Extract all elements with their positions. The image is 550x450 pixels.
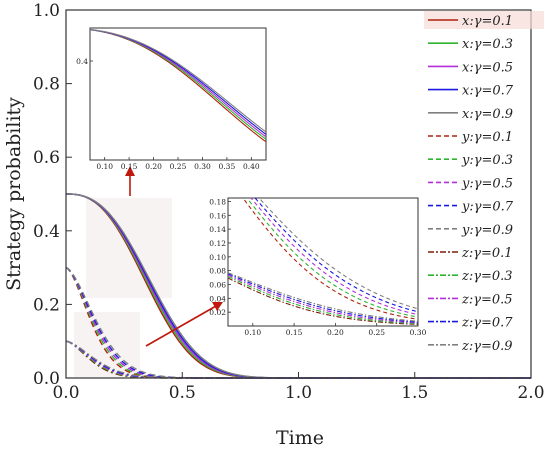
inset-right-series-line-y-7 [250,198,418,316]
inset-right-series-line-z-12 [228,274,418,324]
inset-right-y-tick-label: 0.02 [209,308,226,317]
x-tick-label: 2.0 [517,383,544,403]
inset-right-series-line-y-8 [254,198,418,313]
inset-top-ticks: 0.10 0.15 0.20 0.25 0.30 0.35 0.40 0.4 [76,57,260,171]
legend-label: y:γ=0.5 [461,176,513,191]
legend-label: y:γ=0.1 [461,130,513,145]
x-tick-label: 0.0 [52,383,79,403]
inset-right-series-line-z-11 [228,275,418,325]
legend-label: x:γ=0.7 [462,84,514,99]
inset-right-y-tick-label: 0.16 [209,211,226,220]
inset-right-y-tick-label: 0.04 [209,294,226,303]
y-tick-label: 1.0 [33,1,60,21]
legend: x:γ=0.1 x:γ=0.3 x:γ=0.5 x:γ=0.7 x:γ=0.9 y:γ=0… [424,11,544,354]
inset-top: 0.10 0.15 0.20 0.25 0.30 0.35 0.40 0.4 [76,27,267,171]
inset-right-series-line-y-6 [246,198,418,318]
x-tick-label: 1.0 [285,383,312,403]
y-axis-title: Strategy probability [3,97,25,291]
legend-label: x:γ=0.5 [462,60,513,75]
x-tick-label: 0.5 [169,383,196,403]
inset-right-ticks: 0.10 0.15 0.20 0.25 0.30 0.02 0.04 0.06 0.08 0.10… [209,197,426,337]
inset-top-x-tick-label: 0.25 [170,162,187,171]
inset-right-frame [227,197,419,327]
inset-right-y-tick-label: 0.18 [209,197,226,206]
legend-label: z:γ=0.5 [461,292,513,307]
inset-top-x-tick-label: 0.15 [121,162,138,171]
legend-highlight [424,11,544,29]
inset-right-y-tick-label: 0.12 [209,239,226,248]
legend-label: z:γ=0.1 [461,246,513,261]
inset-top-x-tick-label: 0.35 [219,162,236,171]
inset-right-series-line-y-5 [242,198,418,320]
inset-right-y-tick-label: 0.14 [209,225,226,234]
inset-right-series-line-z-10 [228,277,418,325]
inset-top-x-tick-label: 0.10 [96,162,113,171]
legend-label: x:γ=0.9 [462,107,513,122]
y-tick-label: 0.2 [33,295,60,315]
inset-top-curves [90,28,266,143]
legend-label: y:γ=0.7 [461,200,514,215]
arrow-to-top-inset [125,166,135,196]
inset-right-x-tick-label: 0.15 [286,328,303,337]
main-axis-ticks: 0.0 0.5 1.0 1.5 2.0 0.0 0.2 0.4 0.6 0.8 1.0 [33,1,545,403]
inset-top-series-line-x-4 [90,28,266,133]
inset-right-y-tick-label: 0.08 [209,267,226,276]
inset-right: 0.10 0.15 0.20 0.25 0.30 0.02 0.04 0.06 0.08 0.10… [209,197,426,337]
y-tick-label: 0.0 [33,369,60,389]
inset-right-x-tick-label: 0.25 [368,328,385,337]
legend-label: y:γ=0.3 [461,153,513,168]
y-tick-label: 0.6 [33,148,60,168]
inset-right-curves [228,198,418,325]
y-tick-label: 0.8 [33,75,60,95]
inset-right-series-line-y-9 [258,198,418,310]
inset-top-x-tick-label: 0.20 [145,162,162,171]
legend-label: z:γ=0.9 [461,339,513,354]
arrow-to-right-inset [145,302,223,347]
y-tick-label: 0.4 [33,222,60,242]
inset-right-y-tick-label: 0.10 [209,253,226,262]
inset-right-y-tick-label: 0.06 [209,280,226,289]
inset-right-x-tick-label: 0.20 [327,328,344,337]
x-tick-label: 1.5 [401,383,428,403]
inset-top-y-tick-label: 0.4 [76,57,88,66]
inset-top-x-tick-label: 0.30 [194,162,211,171]
legend-label: z:γ=0.7 [461,316,513,331]
legend-label: x:γ=0.1 [462,14,513,29]
inset-right-series-line-z-13 [228,273,418,323]
inset-top-x-tick-label: 0.40 [243,162,260,171]
legend-label: z:γ=0.3 [461,269,513,284]
legend-label: y:γ=0.9 [461,223,513,238]
inset-right-x-tick-label: 0.10 [244,328,261,337]
inset-top-frame [89,27,267,161]
legend-label: x:γ=0.3 [462,37,513,52]
x-axis-title: Time [276,427,324,449]
inset-right-x-tick-label: 0.30 [410,328,427,337]
inset-right-series-line-z-14 [228,272,418,322]
